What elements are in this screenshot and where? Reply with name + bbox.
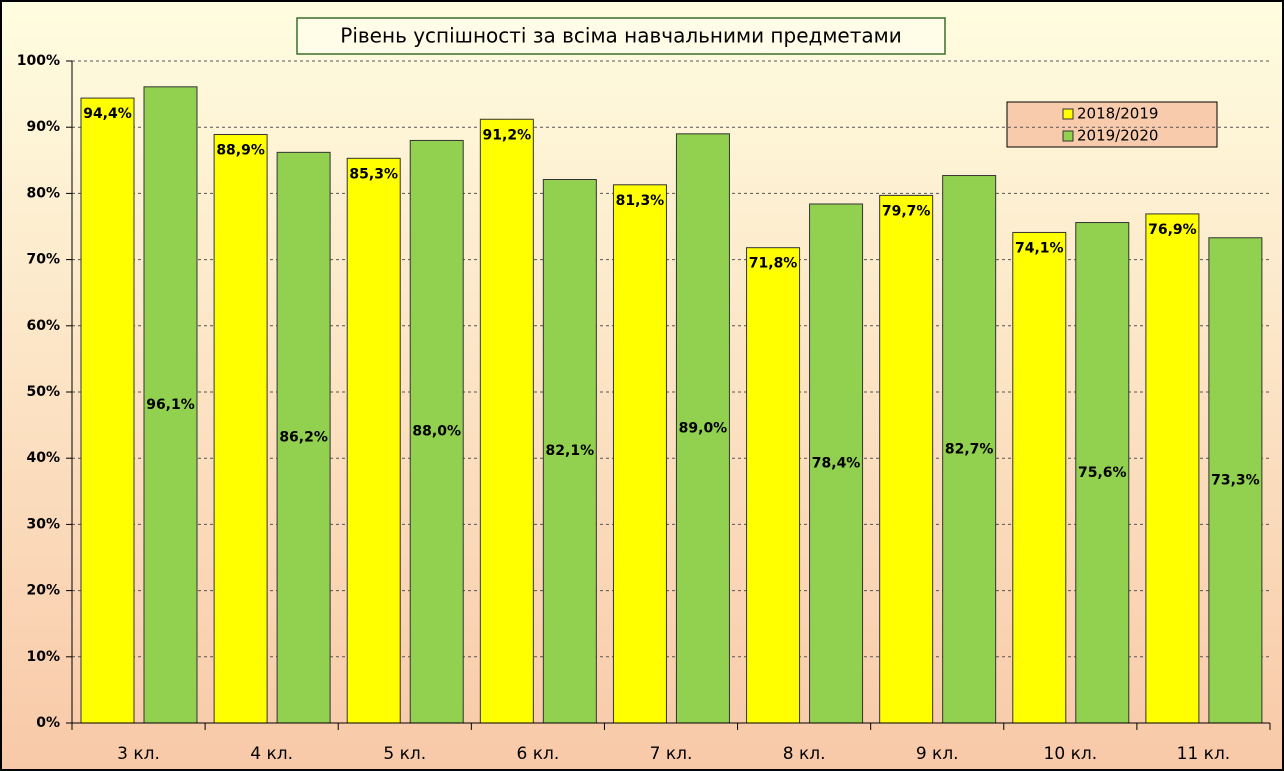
value-label: 86,2% bbox=[279, 430, 328, 446]
x-tick-label: 8 кл. bbox=[783, 744, 826, 764]
value-label: 85,3% bbox=[349, 166, 398, 182]
bar bbox=[1012, 231, 1067, 724]
legend-swatch bbox=[1062, 130, 1074, 142]
value-label: 88,0% bbox=[412, 424, 461, 440]
bar bbox=[879, 194, 934, 724]
bar bbox=[276, 151, 331, 724]
value-label: 74,1% bbox=[1015, 240, 1064, 256]
value-label: 82,7% bbox=[945, 441, 994, 457]
x-tick-label: 3 кл. bbox=[117, 744, 160, 764]
y-tick-label: 50% bbox=[26, 384, 60, 400]
value-label: 75,6% bbox=[1078, 465, 1127, 481]
y-tick-label: 20% bbox=[26, 583, 60, 599]
bar bbox=[80, 97, 135, 724]
bar bbox=[479, 118, 534, 724]
legend-box bbox=[1006, 101, 1218, 148]
y-tick-label: 90% bbox=[26, 119, 60, 135]
bar bbox=[143, 86, 198, 724]
title-box bbox=[296, 17, 946, 55]
x-tick-label: 11 кл. bbox=[1177, 744, 1231, 764]
bar bbox=[675, 133, 730, 724]
x-tick-label: 7 кл. bbox=[650, 744, 693, 764]
y-tick-label: 70% bbox=[26, 252, 60, 268]
bar bbox=[942, 175, 997, 724]
bar bbox=[346, 157, 401, 724]
value-label: 82,1% bbox=[546, 443, 595, 459]
y-tick-label: 10% bbox=[26, 649, 60, 665]
y-tick-label: 80% bbox=[26, 185, 60, 201]
bar bbox=[612, 184, 667, 724]
value-label: 94,4% bbox=[83, 106, 132, 122]
legend-label: 2018/2019 bbox=[1077, 105, 1158, 123]
value-label: 88,9% bbox=[216, 142, 265, 158]
x-tick-label: 4 кл. bbox=[250, 744, 293, 764]
x-tick-label: 6 кл. bbox=[517, 744, 560, 764]
y-tick-label: 60% bbox=[26, 318, 60, 334]
value-label: 71,8% bbox=[749, 256, 798, 272]
value-label: 91,2% bbox=[483, 127, 532, 143]
value-label: 78,4% bbox=[812, 455, 861, 471]
bar bbox=[213, 133, 268, 724]
bar bbox=[746, 247, 801, 724]
chart-title: Рівень успішності за всіма навчальними п… bbox=[340, 24, 901, 48]
y-tick-label: 100% bbox=[17, 53, 60, 69]
bar bbox=[409, 139, 464, 724]
x-tick-label: 10 кл. bbox=[1044, 744, 1098, 764]
value-label: 81,3% bbox=[616, 193, 665, 209]
bar bbox=[1208, 237, 1263, 724]
bar bbox=[809, 203, 864, 724]
value-label: 76,9% bbox=[1148, 222, 1197, 238]
bar bbox=[1145, 213, 1200, 724]
value-label: 96,1% bbox=[146, 397, 195, 413]
y-tick-label: 40% bbox=[26, 450, 60, 466]
x-tick-label: 9 кл. bbox=[916, 744, 959, 764]
bar bbox=[1075, 222, 1130, 724]
value-label: 73,3% bbox=[1211, 472, 1260, 488]
value-label: 79,7% bbox=[882, 203, 931, 219]
y-tick-label: 0% bbox=[36, 715, 60, 731]
x-tick-label: 5 кл. bbox=[383, 744, 426, 764]
legend-label: 2019/2020 bbox=[1077, 127, 1158, 145]
legend-swatch bbox=[1062, 108, 1074, 120]
value-label: 89,0% bbox=[679, 420, 728, 436]
y-tick-label: 30% bbox=[26, 516, 60, 532]
bar bbox=[542, 178, 597, 724]
